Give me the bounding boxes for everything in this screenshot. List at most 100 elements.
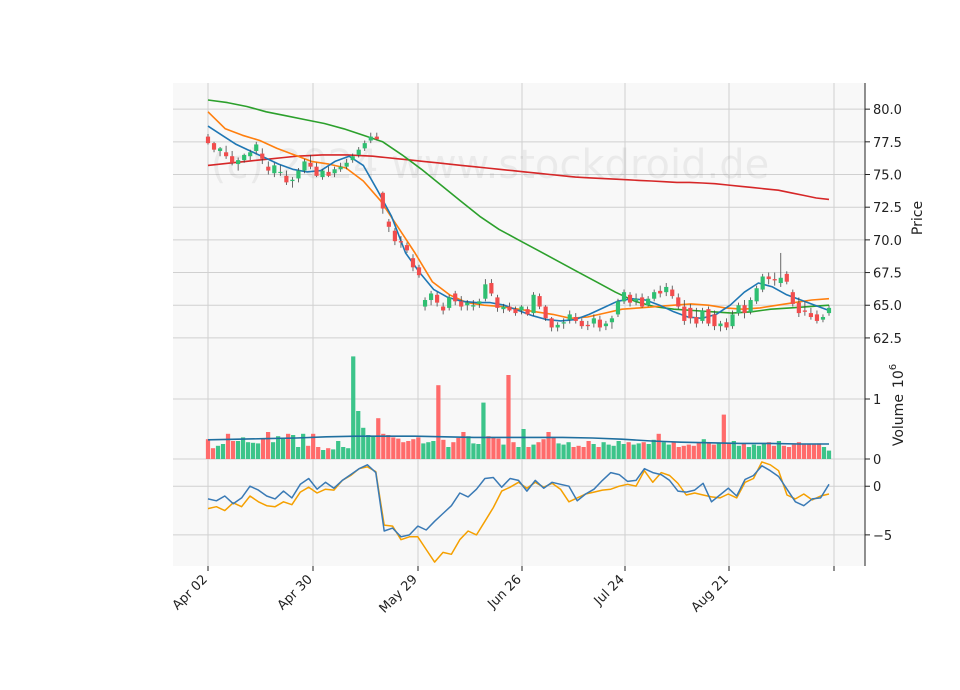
candle-down xyxy=(658,290,663,294)
candle-up xyxy=(561,322,566,324)
candle-down xyxy=(585,324,590,327)
volume-bar-down xyxy=(681,445,686,459)
volume-bar-up xyxy=(235,441,241,459)
candle-down xyxy=(790,292,795,304)
candle-down xyxy=(513,309,518,314)
volume-bar-up xyxy=(471,443,476,459)
volume-bar-up xyxy=(556,443,561,459)
volume-bar-up xyxy=(250,442,256,459)
volume-bar-up xyxy=(606,444,611,459)
watermark: (c) 2024 www.stockdroid.de xyxy=(211,142,769,188)
candle-down xyxy=(416,267,422,276)
volume-bar-up xyxy=(776,441,782,459)
volume-bar-down xyxy=(721,414,726,459)
volume-bar-down xyxy=(541,439,546,459)
volume-bar-up xyxy=(601,442,606,459)
volume-bar-up xyxy=(701,439,706,459)
candle-up xyxy=(272,165,277,174)
volume-bar-up xyxy=(761,443,767,459)
candle-down xyxy=(459,301,464,307)
candle-up xyxy=(664,286,669,293)
candle-up xyxy=(826,307,832,314)
volume-bar-up xyxy=(351,356,356,459)
x-tick-label: Apr 30 xyxy=(275,572,316,613)
volume-bar-down xyxy=(316,447,321,459)
volume-bar-down xyxy=(416,437,421,459)
candle-up xyxy=(248,152,253,157)
volume-bar-down xyxy=(311,433,316,459)
macd-panel-background xyxy=(173,459,865,566)
ma-blue-line xyxy=(207,125,830,322)
volume-bar-up xyxy=(631,444,636,459)
volume-bar-down xyxy=(391,437,396,459)
volume-bar-up xyxy=(666,444,671,459)
x-tick-label: Aug 21 xyxy=(689,572,732,615)
ma-green-line xyxy=(207,99,830,314)
candle-down xyxy=(205,136,211,144)
volume-bar-up xyxy=(646,444,651,459)
volume-bar-down xyxy=(576,445,581,459)
volume-bar-up xyxy=(731,441,736,459)
candle-up xyxy=(615,301,621,315)
candle-up xyxy=(483,284,488,299)
volume-tick-label: 0 xyxy=(873,453,881,468)
candle-up xyxy=(621,292,627,302)
volume-bar-up xyxy=(426,442,431,459)
volume-bar-up xyxy=(321,450,326,459)
candle-up xyxy=(603,323,609,327)
candle-up xyxy=(591,318,596,324)
volume-bar-up xyxy=(431,441,436,459)
volume-bar-down xyxy=(726,443,731,459)
candle-down xyxy=(706,309,711,324)
macd-line xyxy=(207,464,830,538)
candle-up xyxy=(519,306,524,311)
volume-bar-up xyxy=(361,427,366,459)
candle-down xyxy=(410,258,416,268)
volume-bar-down xyxy=(381,433,386,459)
candle-down xyxy=(573,317,578,321)
candle-up xyxy=(320,170,325,178)
volume-bar-down xyxy=(396,438,401,459)
volume-bar-up xyxy=(751,444,756,459)
candle-up xyxy=(555,324,560,328)
volume-bar-down xyxy=(711,444,716,459)
candle-up xyxy=(332,169,337,174)
candle-down xyxy=(374,136,379,140)
volume-bar-up xyxy=(521,429,526,459)
volume-bar-down xyxy=(260,438,266,459)
price-tick-label: 67.5 xyxy=(873,267,902,282)
volume-bar-up xyxy=(421,443,426,459)
candle-up xyxy=(242,154,247,161)
volume-bar-down xyxy=(225,433,231,459)
x-tick-label: Jun 26 xyxy=(485,572,525,612)
volume-bar-down xyxy=(766,442,772,459)
candle-down xyxy=(802,310,807,312)
candle-down xyxy=(772,279,777,281)
volume-bar-down xyxy=(491,437,496,459)
candle-up xyxy=(778,277,783,284)
volume-bar-up xyxy=(516,447,521,459)
price-tick-label: 72.5 xyxy=(873,201,902,216)
volume-bar-down xyxy=(656,433,661,459)
volume-bar-up xyxy=(531,444,536,459)
price-tick-label: 75.0 xyxy=(873,169,902,184)
volume-bar-up xyxy=(481,402,486,459)
volume-bar-up xyxy=(651,439,656,459)
candle-up xyxy=(278,171,283,173)
moving-average-lines xyxy=(207,99,830,322)
candle-up xyxy=(754,288,759,302)
price-axis-label: Price xyxy=(910,201,926,235)
volume-bar-down xyxy=(306,445,311,459)
candle-down xyxy=(640,297,645,307)
candle-down xyxy=(808,313,814,318)
candle-down xyxy=(507,306,512,311)
candle-down xyxy=(441,306,446,311)
volume-bar-up xyxy=(346,448,351,459)
volume-bar-down xyxy=(461,432,466,459)
volume-bar-down xyxy=(596,447,601,459)
candle-up xyxy=(646,298,651,306)
volume-bar-down xyxy=(511,442,516,459)
candle-up xyxy=(356,149,361,155)
volume-bar-down xyxy=(691,445,696,459)
